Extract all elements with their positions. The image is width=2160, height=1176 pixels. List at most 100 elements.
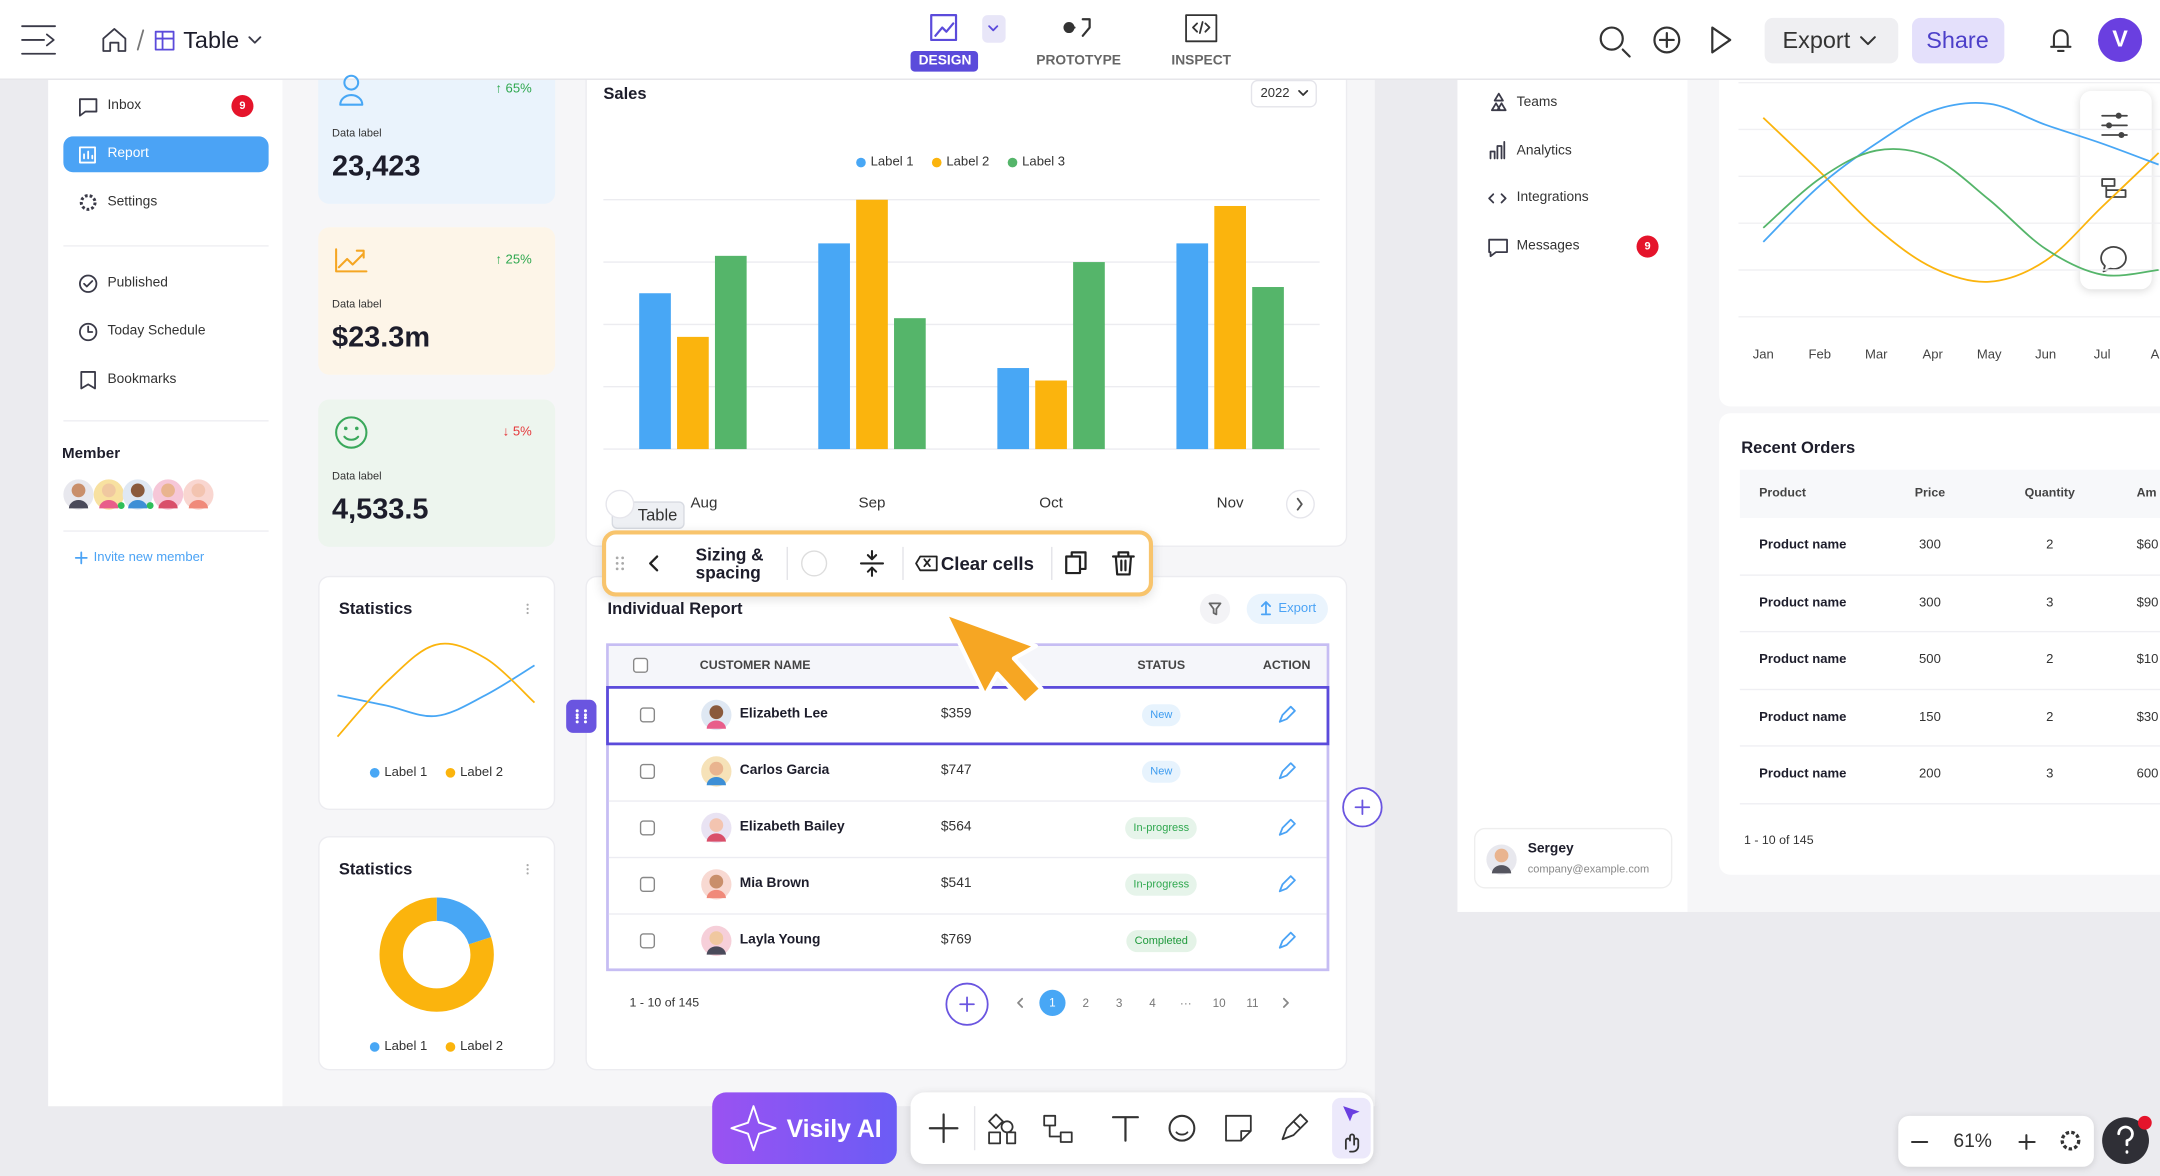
customer-name: Carlos Garcia	[739, 763, 830, 779]
design-tab-pill	[910, 50, 979, 72]
x-tick-label: Au	[2150, 347, 2160, 363]
toolbar-divider	[902, 546, 904, 580]
nav-item[interactable]: Bookmarks	[107, 371, 177, 388]
year-dropdown[interactable]	[1250, 79, 1317, 108]
avatar-initial: V	[2112, 25, 2128, 53]
customer-name: Elizabeth Lee	[739, 706, 828, 722]
page-number[interactable]: 2	[1082, 995, 1090, 1010]
page-number[interactable]: ···	[1179, 995, 1192, 1010]
column-header: ACTION	[1262, 657, 1311, 672]
stat-label: Data label	[331, 127, 382, 140]
nav-item[interactable]: Report	[107, 146, 149, 162]
table-toolbar	[601, 530, 1154, 597]
mode-tab[interactable]: PROTOTYPE	[1036, 53, 1121, 69]
sizing-button[interactable]: Sizing & spacing	[695, 545, 764, 583]
page-number[interactable]: 1	[1039, 989, 1066, 1016]
row-divider	[1739, 745, 2160, 747]
x-tick-label: Oct	[1039, 495, 1063, 512]
column-header: STATUS	[1137, 657, 1186, 672]
nav-item[interactable]: Teams	[1516, 95, 1558, 111]
file-name[interactable]: Table	[183, 27, 240, 54]
nav-item[interactable]: Analytics	[1516, 142, 1572, 158]
stat-value: 23,423	[331, 150, 421, 183]
legend-label: Label 1	[870, 154, 914, 170]
column-header: Price	[1914, 485, 1946, 500]
order-cell: 600	[2136, 766, 2159, 782]
x-tick-label: Nov	[1216, 495, 1244, 512]
order-cell: 300	[1919, 537, 1941, 553]
x-tick-label: Mar	[1864, 347, 1888, 363]
customer-name: Mia Brown	[739, 876, 810, 892]
page-number[interactable]: 4	[1149, 995, 1156, 1010]
invite-link[interactable]: Invite new member	[93, 550, 205, 566]
legend-label: Label 2	[460, 1039, 504, 1055]
amount: $359	[940, 706, 972, 722]
page-number[interactable]: 3	[1115, 995, 1123, 1010]
stat-change: ↑ 65%	[495, 81, 532, 97]
nav-item[interactable]: Today Schedule	[107, 323, 206, 339]
page-number[interactable]: 10	[1212, 995, 1226, 1010]
amount: $747	[940, 763, 972, 779]
x-tick-label: May	[1976, 347, 2002, 363]
row-divider	[1739, 688, 2160, 691]
export-small-button[interactable]	[1246, 593, 1328, 625]
column-header: Am	[2136, 485, 2157, 500]
legend-label: Label 2	[946, 154, 990, 170]
ai-label: Visily AI	[786, 1114, 882, 1143]
row-handle	[566, 699, 597, 733]
right-nav	[1457, 79, 1688, 912]
nav-item[interactable]: Published	[107, 275, 168, 291]
export-button[interactable]	[1764, 17, 1899, 64]
amount: $564	[940, 819, 972, 835]
x-tick-label: Aug	[690, 495, 718, 512]
x-tick-label: Sep	[858, 495, 886, 512]
legend-label: Label 1	[384, 1039, 428, 1055]
pointer-tool[interactable]	[1332, 1097, 1371, 1159]
share-button[interactable]	[1912, 17, 2005, 64]
nav-item[interactable]: Inbox	[107, 97, 142, 113]
report-nav-pill[interactable]	[63, 136, 269, 173]
year-label[interactable]: 2022	[1260, 85, 1290, 101]
help-icon	[2117, 1125, 2134, 1154]
clear-cells-button[interactable]: Clear cells	[940, 553, 1034, 575]
nav-item[interactable]: Settings	[107, 194, 158, 210]
orders-header	[1739, 469, 2160, 518]
column-header: CUSTOMER NAME	[699, 657, 811, 672]
order-cell: Product name	[1759, 537, 1847, 553]
page-number[interactable]: 11	[1246, 995, 1259, 1010]
tool-divider	[973, 1106, 976, 1151]
divider	[63, 530, 269, 532]
row-divider	[1739, 803, 2160, 805]
amount: $541	[940, 876, 972, 892]
x-tick-label: Apr	[1922, 347, 1943, 363]
column-header: Quantity	[2024, 485, 2075, 500]
sales-card	[585, 55, 1348, 547]
zoom-panel	[1898, 1115, 2094, 1167]
toolbar-divider	[786, 546, 788, 580]
order-cell: 3	[2046, 594, 2054, 610]
member-title: Member	[61, 445, 121, 463]
divider	[63, 245, 269, 247]
nav-item[interactable]: Integrations	[1516, 190, 1589, 206]
stat-change: ↑ 25%	[495, 252, 532, 268]
toolbar-divider	[1051, 546, 1053, 580]
order-cell: 500	[1919, 652, 1941, 668]
report-title: Individual Report	[607, 598, 743, 619]
bottom-toolbar	[910, 1092, 1374, 1165]
order-cell: Product name	[1759, 766, 1847, 782]
chart-title: Statistics	[338, 598, 413, 619]
zoom-level: 61%	[1953, 1129, 1992, 1152]
mode-tab[interactable]: INSPECT	[1171, 53, 1232, 69]
stat-change: ↓ 5%	[502, 424, 532, 440]
nav-item[interactable]: Messages	[1516, 238, 1580, 254]
mode-tab[interactable]: DESIGN	[918, 53, 972, 69]
order-cell: 3	[2046, 766, 2054, 782]
user-name: Sergey	[1527, 841, 1574, 857]
mode-dropdown[interactable]	[982, 15, 1006, 43]
x-tick-label: Jun	[2035, 347, 2057, 363]
status-badge: In-progress	[1125, 817, 1198, 839]
status-badge: In-progress	[1125, 873, 1198, 896]
export-label: Export	[1782, 27, 1851, 54]
column-header: Product	[1759, 485, 1806, 500]
